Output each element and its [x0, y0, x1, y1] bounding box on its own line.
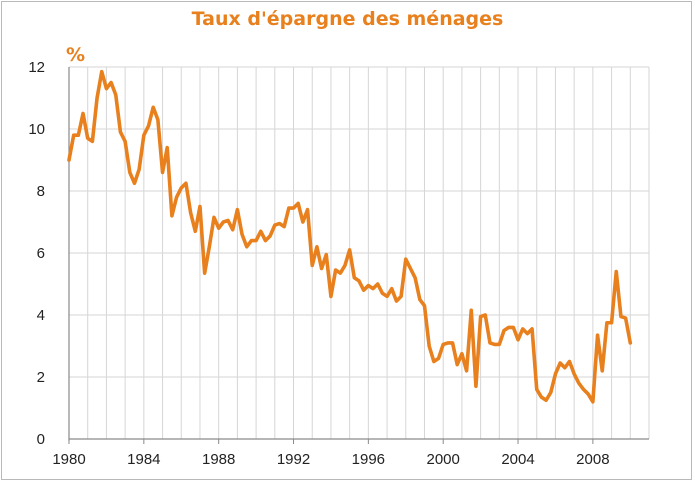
y-axis-unit-label: % [66, 44, 85, 66]
y-tick-label: 0 [37, 431, 45, 448]
y-tick-label: 4 [37, 307, 45, 324]
chart-title: Taux d'épargne des ménages [191, 8, 504, 30]
x-tick-label: 1992 [277, 451, 310, 468]
y-tick-label: 2 [37, 369, 45, 386]
series-lines [67, 69, 633, 404]
y-tick-label: 8 [37, 183, 45, 200]
x-axis-ticks: 1980 1984 1988 1992 1996 2000 2004 2008 [52, 439, 610, 468]
x-tick-label: 2004 [501, 451, 534, 468]
axes [68, 67, 649, 441]
y-tick-label: 12 [28, 59, 45, 76]
x-tick-label: 2000 [427, 451, 460, 468]
y-tick-label: 10 [28, 121, 45, 138]
x-tick-label: 1996 [352, 451, 385, 468]
grid [68, 66, 650, 440]
x-tick-label: 1984 [127, 451, 160, 468]
x-tick-label: 2008 [576, 451, 609, 468]
y-tick-label: 6 [37, 245, 45, 262]
y-axis-ticks: 0 2 4 6 8 10 12 [28, 59, 45, 448]
x-tick-label: 1988 [202, 451, 235, 468]
x-tick-label: 1980 [52, 451, 85, 468]
series-line-0 [67, 69, 633, 404]
